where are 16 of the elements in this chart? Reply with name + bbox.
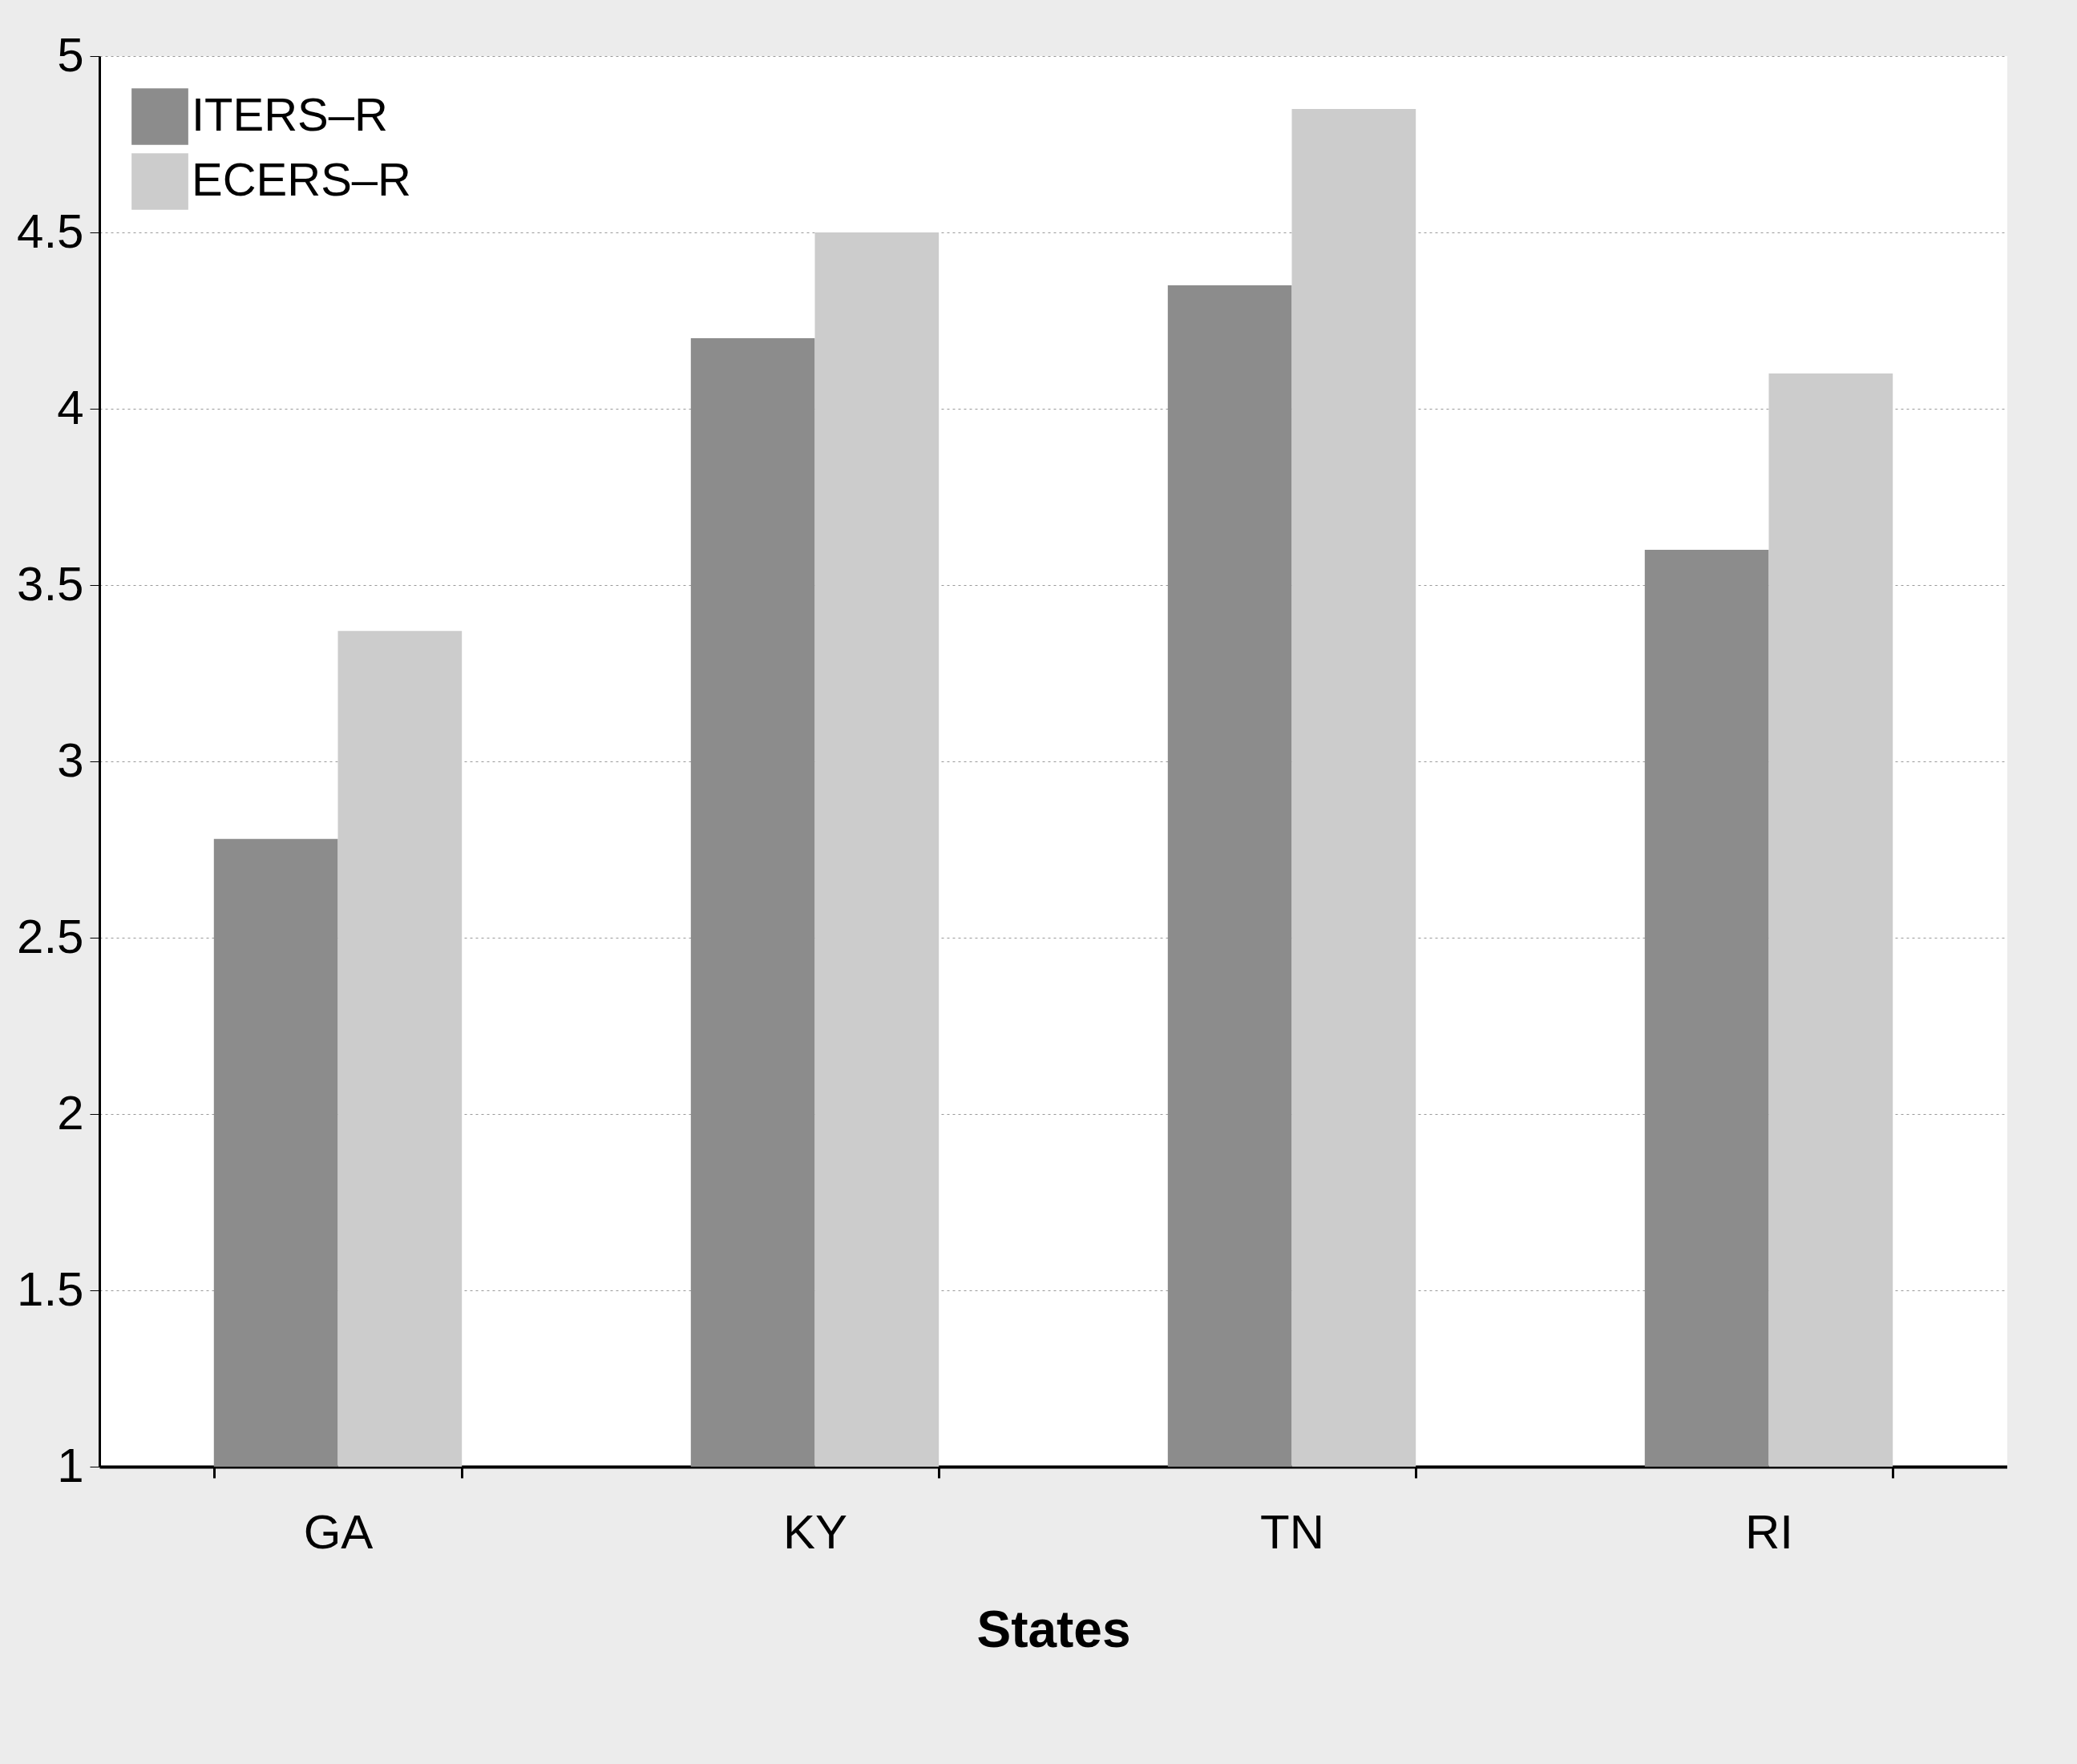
y-tick-label: 4.5 (17, 204, 84, 258)
y-tick-label: 3.5 (17, 556, 84, 611)
legend-label: ITERS–R (192, 87, 388, 140)
y-tick-label: 1.5 (17, 1261, 84, 1316)
x-tick-label: KY (782, 1504, 848, 1559)
x-axis-title: States (976, 1600, 1131, 1658)
y-tick-label: 1 (57, 1438, 84, 1492)
y-tick-label: 2 (57, 1085, 84, 1140)
x-tick-label: TN (1260, 1504, 1324, 1559)
legend-label: ECERS–R (192, 152, 411, 205)
y-tick-label: 3 (57, 733, 84, 787)
x-tick-label: RI (1745, 1504, 1793, 1559)
y-tick-label: 2.5 (17, 909, 84, 963)
y-tick-label: 4 (57, 380, 84, 434)
x-tick-label: GA (303, 1504, 374, 1559)
y-tick-label: 5 (57, 27, 84, 82)
